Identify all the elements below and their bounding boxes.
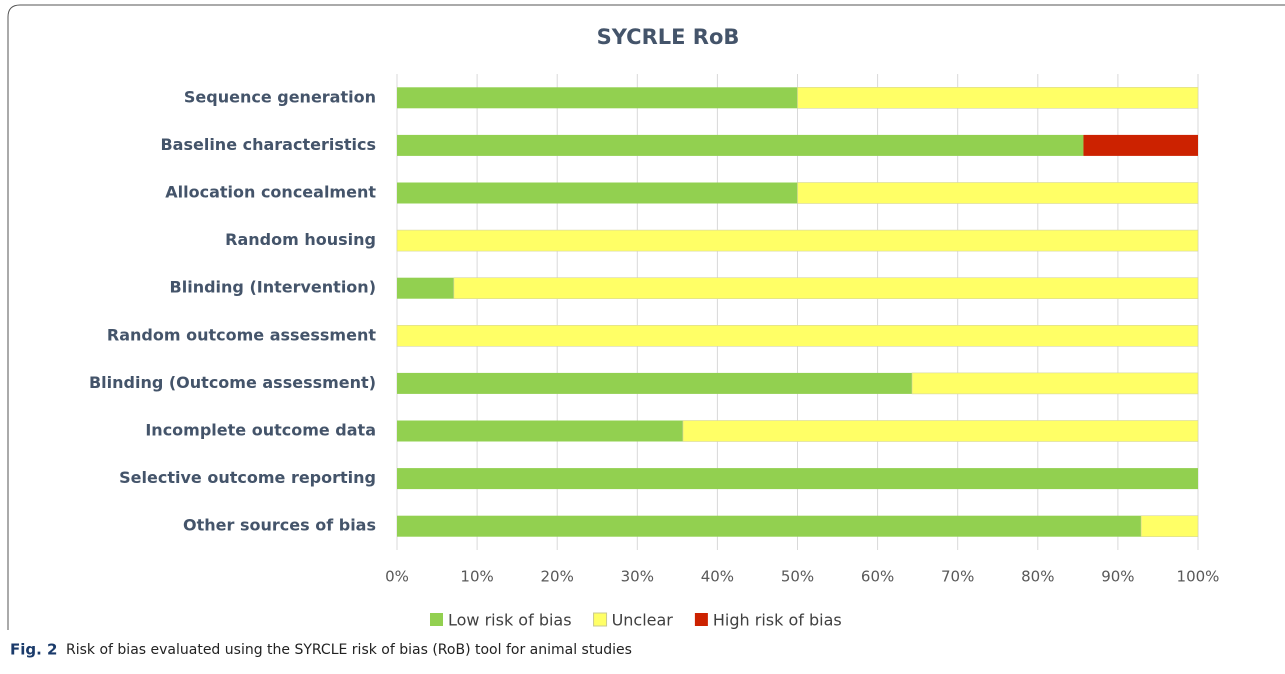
bar-segment — [797, 182, 1199, 204]
chart-title: SYCRLE RoB — [597, 25, 740, 49]
y-tick-label: Blinding (Intervention) — [170, 278, 376, 297]
x-tick-label: 40% — [701, 568, 734, 586]
x-tick-label: 90% — [1101, 568, 1134, 586]
x-tick-label: 20% — [541, 568, 574, 586]
y-tick-label: Other sources of bias — [183, 516, 376, 535]
y-tick-label: Random housing — [225, 230, 376, 249]
legend-swatch — [593, 612, 608, 627]
x-tick-label: 60% — [861, 568, 894, 586]
y-tick-label: Allocation concealment — [165, 183, 376, 202]
chart-frame — [7, 4, 1285, 630]
y-tick-label: Sequence generation — [184, 87, 376, 106]
bar-segment — [1140, 515, 1199, 538]
bar-segment — [397, 87, 798, 109]
bar-segment — [453, 277, 1199, 300]
caption-label: Fig. 2 — [10, 641, 57, 659]
bar-segment — [397, 468, 1198, 490]
y-tick-label: Blinding (Outcome assessment) — [89, 373, 376, 392]
bar-segment — [397, 372, 913, 394]
y-tick-label: Random outcome assessment — [107, 325, 376, 344]
bar-segment — [682, 420, 1199, 442]
bar-segment — [396, 229, 1199, 252]
x-tick-label: 50% — [781, 568, 814, 586]
bar-segment — [1083, 134, 1198, 156]
legend-label: Unclear — [612, 611, 674, 630]
legend-label: Low risk of bias — [448, 611, 572, 630]
bar-segment — [911, 372, 1199, 395]
bar-segment — [396, 324, 1199, 347]
y-tick-label: Selective outcome reporting — [119, 468, 376, 487]
x-tick-label: 0% — [385, 568, 409, 586]
x-tick-label: 100% — [1177, 568, 1220, 586]
x-tick-label: 70% — [941, 568, 974, 586]
x-tick-label: 30% — [621, 568, 654, 586]
y-tick-label: Baseline characteristics — [160, 135, 376, 154]
bar-segment — [397, 134, 1084, 156]
legend-label: High risk of bias — [713, 611, 842, 630]
y-tick-label: Incomplete outcome data — [145, 421, 376, 440]
bar-segment — [797, 87, 1199, 109]
bar-segment — [397, 182, 798, 204]
legend-swatch — [694, 613, 708, 626]
bar-segment — [397, 277, 454, 299]
bar-segment — [397, 420, 683, 442]
legend-swatch — [430, 613, 443, 626]
caption-text: Risk of bias evaluated using the SYRCLE … — [66, 642, 632, 658]
x-tick-label: 10% — [460, 568, 493, 586]
x-tick-label: 80% — [1021, 568, 1054, 586]
bar-segment — [397, 515, 1142, 537]
